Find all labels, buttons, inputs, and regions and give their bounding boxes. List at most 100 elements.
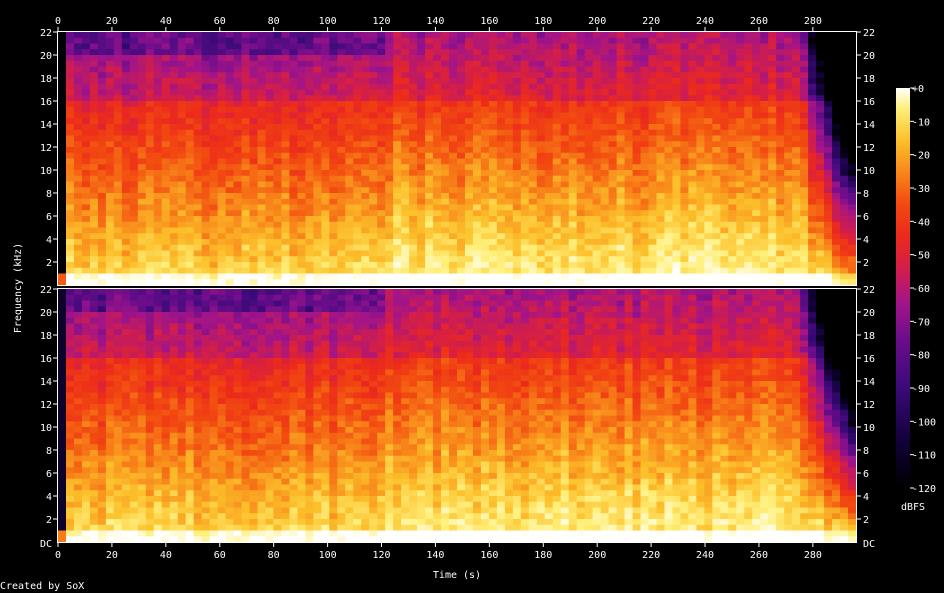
spectrogram-cell	[712, 83, 721, 91]
spectrogram-cell	[656, 43, 666, 50]
spectrogram-cell	[584, 147, 594, 154]
spectrogram-cell	[121, 118, 131, 125]
spectrogram-cell	[281, 55, 291, 62]
spectrogram-cell	[241, 43, 251, 50]
spectrogram-cell	[137, 187, 147, 194]
spectrogram-cell	[65, 118, 75, 125]
spectrogram-cell	[113, 501, 123, 509]
spectrogram-cell	[576, 72, 586, 79]
spectrogram-cell	[313, 267, 322, 275]
spectrogram-cell	[225, 37, 235, 45]
spectrogram-cell	[81, 461, 91, 468]
spectrogram-cell	[58, 519, 67, 526]
spectrogram-cell	[656, 152, 666, 160]
spectrogram-cell	[696, 267, 705, 275]
spectrogram-cell	[201, 72, 211, 79]
spectrogram-cell	[472, 250, 482, 257]
spectrogram-cell	[65, 147, 75, 154]
spectrogram-cell	[113, 221, 123, 229]
spectrogram-cell	[688, 221, 697, 229]
spectrogram-cell	[704, 118, 713, 125]
spectrogram-cell	[153, 135, 163, 142]
spectrogram-cell	[712, 78, 721, 85]
spectrogram-cell	[377, 101, 386, 108]
spectrogram-cell	[664, 164, 674, 171]
spectrogram-cell	[704, 152, 713, 160]
spectrogram-cell	[744, 147, 753, 154]
spectrogram-cell	[121, 335, 131, 342]
spectrogram-cell	[153, 478, 163, 486]
spectrogram-cell	[640, 262, 650, 269]
spectrogram-cell	[816, 89, 825, 96]
spectrogram-cell	[58, 106, 67, 114]
spectrogram-cell	[105, 124, 115, 131]
spectrogram-cell	[784, 221, 793, 229]
spectrogram-cell	[600, 227, 610, 234]
spectrogram-cell	[137, 198, 147, 206]
spectrogram-cell	[520, 112, 530, 119]
spectrogram-cell	[153, 294, 163, 302]
spectrogram-cell	[145, 147, 155, 154]
spectrogram-cell	[433, 95, 442, 102]
spectrogram-cell	[496, 175, 506, 183]
spectrogram-cell	[321, 267, 330, 275]
spectrogram-cell	[441, 135, 450, 142]
spectrogram-cell	[712, 72, 721, 79]
spectrogram-cell	[153, 501, 163, 509]
spectrogram-cell	[305, 95, 314, 102]
spectrogram-cell	[504, 66, 514, 73]
spectrogram-cell	[377, 60, 386, 68]
spectrogram-cell	[584, 152, 594, 160]
spectrogram-cell	[281, 233, 291, 240]
spectrogram-cell	[504, 187, 514, 194]
spectrogram-cell	[648, 101, 658, 108]
spectrogram-cell	[417, 175, 426, 183]
spectrogram-cell	[512, 181, 522, 188]
spectrogram-cell	[129, 37, 139, 45]
spectrogram-cell	[472, 221, 482, 229]
spectrogram-cell	[121, 32, 131, 39]
spectrogram-cell	[688, 72, 697, 79]
spectrogram-cell	[97, 369, 107, 376]
spectrogram-cell	[65, 524, 75, 532]
spectrogram-cell	[496, 49, 506, 56]
spectrogram-cell	[185, 244, 195, 252]
spectrogram-cell	[600, 55, 610, 62]
spectrogram-cell	[680, 66, 690, 73]
spectrogram-cell	[297, 112, 306, 119]
spectrogram-cell	[640, 279, 650, 286]
spectrogram-cell	[217, 60, 227, 68]
spectrogram-cell	[496, 83, 506, 91]
spectrogram-cell	[680, 118, 690, 125]
spectrogram-cell	[568, 279, 578, 286]
spectrogram-cell	[624, 279, 634, 286]
spectrogram-cell	[185, 164, 195, 171]
spectrogram-cell	[464, 72, 474, 79]
spectrogram-cell	[201, 43, 211, 50]
spectrogram-cell	[792, 164, 801, 171]
spectrogram-cell	[816, 193, 825, 200]
spectrogram-cell	[185, 193, 195, 200]
spectrogram-cell	[97, 381, 107, 388]
spectrogram-cell	[113, 530, 123, 537]
spectrogram-cell	[760, 112, 769, 119]
spectrogram-cell	[728, 95, 737, 102]
spectrogram-cell	[65, 135, 75, 142]
spectrogram-cell	[257, 101, 267, 108]
spectrogram-cell	[616, 164, 626, 171]
spectrogram-cell	[233, 112, 243, 119]
spectrogram-cell	[449, 216, 458, 223]
spectrogram-cell	[105, 239, 115, 246]
spectrogram-cell	[832, 262, 841, 269]
spectrogram-cell	[648, 78, 658, 85]
spectrogram-cell	[744, 227, 753, 234]
spectrogram-cell	[512, 227, 522, 234]
spectrogram-cell	[121, 398, 131, 405]
spectrogram-cell	[313, 43, 322, 50]
spectrogram-cell	[496, 198, 506, 206]
spectrogram-cell	[385, 227, 394, 234]
spectrogram-cell	[848, 158, 857, 165]
spectrogram-cell	[281, 198, 291, 206]
spectrogram-cell	[105, 507, 115, 514]
spectrogram-cell	[129, 216, 139, 223]
